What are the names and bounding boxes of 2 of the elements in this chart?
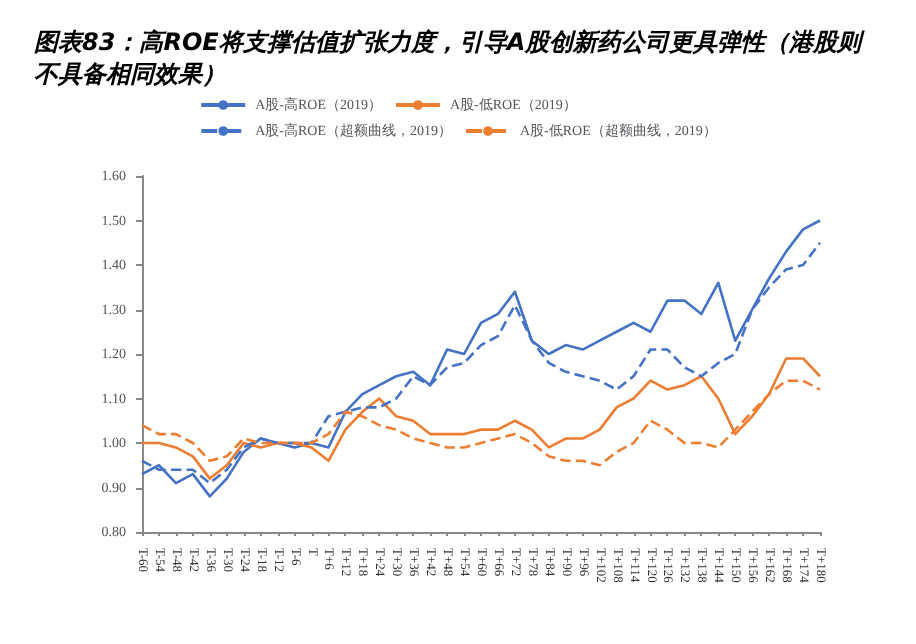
chart-title: 图表83：高ROE将支撑估值扩张力度，引导A股创新药公司更具弹性（港股则不具备相同效果） <box>34 28 866 88</box>
line-series <box>140 357 822 480</box>
